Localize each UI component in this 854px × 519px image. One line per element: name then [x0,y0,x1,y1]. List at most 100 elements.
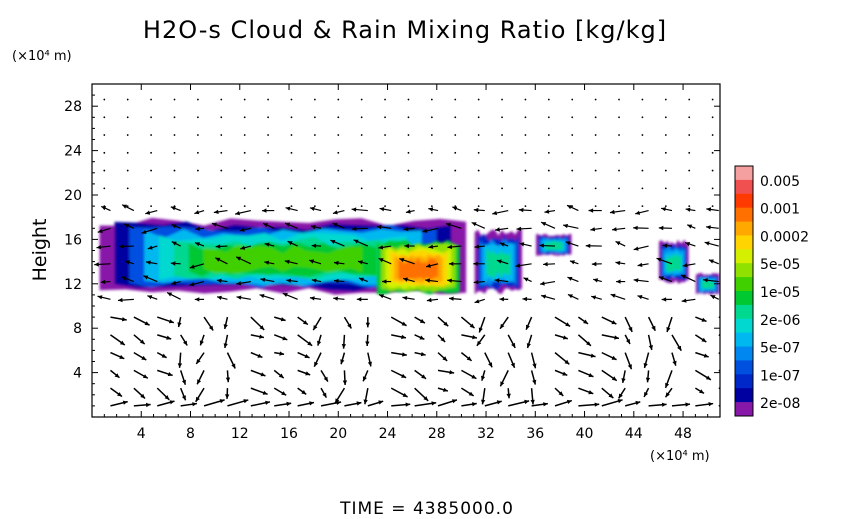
wind-arrow [156,351,167,359]
grid-dot [313,116,316,119]
grid-dot [290,187,293,190]
wind-arrow [203,316,214,331]
wind-arrow [189,263,205,269]
wind-arrow [235,256,252,265]
wind-arrow [141,227,158,234]
grid-dot [313,151,316,154]
wind-arrow [499,242,509,247]
wind-arrow [110,334,126,346]
y-tick-label: 16 [64,232,82,248]
wind-arrow [333,296,345,301]
wind-arrow [578,351,596,358]
wind-arrow [554,352,570,365]
wind-arrow [381,279,392,284]
wind-arrow [615,260,626,266]
wind-arrow [624,316,633,333]
wind-arrow [378,257,392,265]
x-tick-label: 36 [526,426,544,442]
wind-arrow [516,226,532,231]
grid-dot [454,187,457,190]
time-footer: TIME = 4385000.0 [339,499,514,519]
wind-arrow [274,316,286,322]
wind-arrow [284,259,298,265]
grid-dot [430,98,433,101]
wind-arrow [171,223,181,229]
wind-arrow [264,242,275,247]
wind-arrow [635,209,649,215]
grid-dot [688,187,691,190]
wind-arrow [588,208,602,213]
grid-dot [618,116,620,119]
grid-dot [103,187,106,190]
grid-dot [337,134,340,136]
grid-dot [384,134,386,136]
wind-arrow [262,222,275,229]
wind-arrow [694,334,707,343]
wind-vectors [94,204,720,408]
grid-dot [711,98,714,101]
wind-arrow [601,316,617,325]
wind-arrow [100,279,111,285]
grid-dot [524,98,527,101]
grid-dot [477,187,480,190]
wind-arrow [708,259,719,265]
grid-dot [571,187,574,190]
wind-arrow [143,275,158,283]
wind-arrow [609,209,626,215]
wind-arrow [445,222,462,229]
wind-arrow [171,241,181,247]
wind-arrow [157,316,175,324]
wind-arrow [695,316,707,323]
wind-arrow [643,387,650,398]
wind-arrow [170,261,181,266]
cloud-region [474,228,522,295]
grid-dot [243,116,246,119]
wind-arrow [484,352,493,368]
wind-arrow [662,243,673,248]
wind-arrow [320,369,329,383]
grid-dot [267,151,269,154]
wind-arrow [390,369,407,379]
wind-arrow [239,227,251,232]
wind-arrow [577,316,589,325]
grid-dot [524,116,527,119]
grid-dot [126,205,129,208]
wind-arrow [250,369,266,377]
grid-dot [196,205,199,208]
wind-arrow [565,241,579,247]
grid-dot [641,187,644,190]
grid-dot [477,134,480,136]
wind-arrow [492,209,509,216]
grid-dot [594,134,597,136]
wind-arrow [367,352,372,367]
grid-dot [688,134,691,136]
grid-dot [384,169,386,172]
wind-arrow [543,262,556,267]
wind-arrow [481,370,486,381]
grid-dot [150,187,153,190]
wind-arrow [97,295,111,300]
wind-arrow [554,316,571,328]
wind-arrow [343,316,352,329]
wind-arrow [334,387,346,404]
grid-dot [664,116,667,119]
wind-arrow [124,260,135,265]
grid-dot [688,98,691,101]
grid-dot [477,151,480,154]
wind-arrow [365,334,370,347]
wind-arrow [250,351,263,359]
grid-dot [407,116,410,119]
wind-arrow [179,370,187,385]
grid-dot [173,169,176,172]
y-tick-label: 4 [73,366,82,382]
grid-dot [524,169,527,172]
wind-arrow [590,227,602,232]
wind-arrow [391,334,407,340]
wind-arrow [447,278,462,283]
wind-arrow [274,401,292,407]
colorbar-swatch [735,346,753,361]
grid-dot [430,205,433,208]
grid-dot [337,205,340,208]
wind-arrow [297,387,307,396]
wind-arrow [499,370,509,387]
